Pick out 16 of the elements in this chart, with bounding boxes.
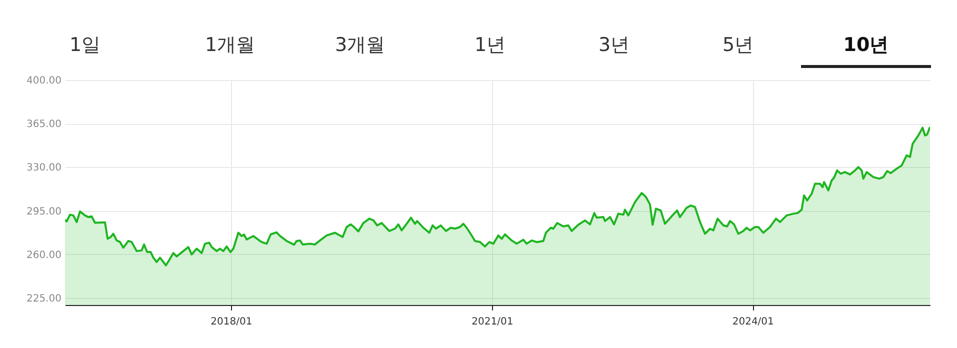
text: 10년 [843,33,889,58]
text: 1개월 [204,33,256,58]
y-tick-label: 330.00 [26,162,62,174]
text: 1일 [69,33,101,58]
y-tick-label: 260.00 [26,250,62,261]
text: 5년 [722,33,754,58]
x-tick-label: 2018/01 [210,316,252,328]
y-tick-label: 295.00 [26,206,62,218]
y-tick-label: 225.00 [26,294,62,305]
x-tick-label: 2024/01 [732,316,774,328]
text: 1년 [474,33,506,58]
y-tick-label: 400.00 [26,76,62,86]
text: 3개월 [334,33,386,58]
text: 3년 [598,33,630,58]
y-tick-label: 365.00 [26,119,62,130]
x-tick-label: 2021/01 [472,316,514,328]
